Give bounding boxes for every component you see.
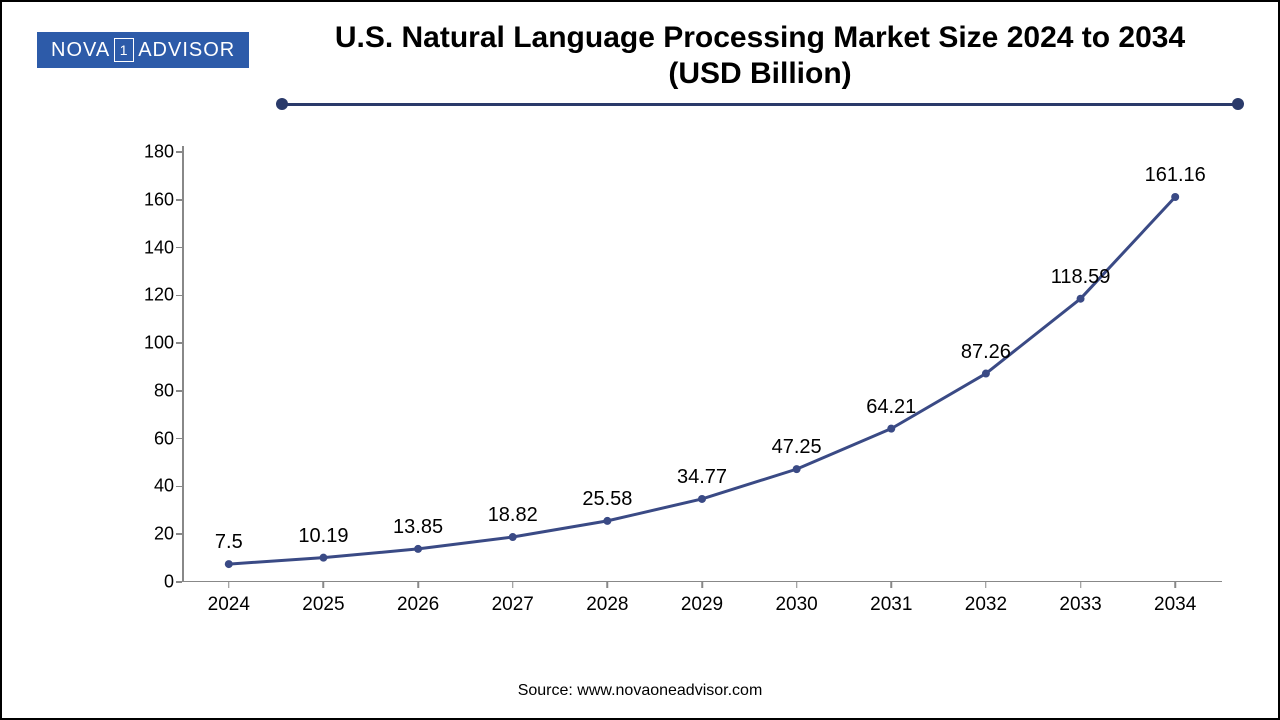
series-marker [509, 533, 517, 541]
title-block: U.S. Natural Language Processing Market … [282, 20, 1238, 110]
x-tick-mark [417, 582, 419, 588]
y-tick-mark [176, 295, 182, 297]
series-marker [887, 425, 895, 433]
source-attribution: Source: www.novaoneadvisor.com [2, 682, 1278, 700]
data-label: 118.59 [1051, 266, 1111, 289]
data-label: 87.26 [961, 341, 1011, 364]
logo-box-char: 1 [120, 43, 129, 57]
series-marker [319, 554, 327, 562]
x-tick-label: 2028 [586, 594, 628, 616]
data-label: 10.19 [298, 525, 348, 548]
x-tick-mark [1080, 582, 1082, 588]
x-tick-mark [512, 582, 514, 588]
x-tick-mark [607, 582, 609, 588]
data-label: 25.58 [582, 488, 632, 511]
series-marker [414, 545, 422, 553]
y-tick-label: 60 [132, 428, 174, 449]
y-tick-label: 20 [132, 524, 174, 545]
title-line-1: U.S. Natural Language Processing Market … [335, 21, 1185, 54]
x-tick-label: 2034 [1154, 594, 1196, 616]
title-line-2: (USD Billion) [668, 57, 851, 90]
y-tick-mark [176, 438, 182, 440]
y-tick-label: 40 [132, 476, 174, 497]
data-label: 34.77 [677, 466, 727, 489]
chart-frame: NOVA 1 ADVISOR U.S. Natural Language Pro… [0, 0, 1280, 720]
y-tick-mark [176, 581, 182, 583]
underline-dot-right [1232, 98, 1244, 110]
y-tick-mark [176, 533, 182, 535]
data-label: 64.21 [866, 396, 916, 419]
y-tick-mark [176, 247, 182, 249]
series-marker [225, 560, 233, 568]
y-tick-mark [176, 151, 182, 153]
brand-logo: NOVA 1 ADVISOR [37, 32, 249, 68]
data-label: 47.25 [772, 436, 822, 459]
logo-text-right: ADVISOR [138, 39, 235, 62]
data-label: 7.5 [215, 531, 243, 554]
y-tick-label: 140 [132, 237, 174, 258]
series-marker [1171, 193, 1179, 201]
line-series [182, 152, 1222, 582]
y-tick-label: 0 [132, 572, 174, 593]
data-label: 18.82 [488, 504, 538, 527]
x-tick-label: 2031 [870, 594, 912, 616]
x-tick-mark [796, 582, 798, 588]
series-marker [698, 495, 706, 503]
x-tick-mark [228, 582, 230, 588]
y-tick-mark [176, 199, 182, 201]
y-tick-mark [176, 342, 182, 344]
y-tick-mark [176, 390, 182, 392]
x-tick-label: 2030 [775, 594, 817, 616]
y-tick-label: 160 [132, 189, 174, 210]
x-tick-label: 2027 [492, 594, 534, 616]
title-underline [282, 98, 1238, 110]
logo-text-left: NOVA [51, 39, 110, 62]
x-tick-label: 2029 [681, 594, 723, 616]
y-tick-label: 120 [132, 285, 174, 306]
series-marker [982, 370, 990, 378]
y-tick-mark [176, 486, 182, 488]
series-line [229, 197, 1175, 564]
series-marker [603, 517, 611, 525]
x-tick-mark [1174, 582, 1176, 588]
x-tick-label: 2026 [397, 594, 439, 616]
y-tick-label: 100 [132, 333, 174, 354]
logo-box: 1 [114, 38, 134, 62]
y-tick-label: 80 [132, 380, 174, 401]
x-tick-mark [323, 582, 325, 588]
data-label: 161.16 [1145, 164, 1206, 187]
x-tick-label: 2033 [1059, 594, 1101, 616]
series-marker [1077, 295, 1085, 303]
x-tick-mark [985, 582, 987, 588]
data-label: 13.85 [393, 516, 443, 539]
x-tick-label: 2025 [302, 594, 344, 616]
x-tick-mark [891, 582, 893, 588]
x-tick-label: 2032 [965, 594, 1007, 616]
series-marker [793, 465, 801, 473]
x-tick-label: 2024 [208, 594, 250, 616]
x-tick-mark [701, 582, 703, 588]
underline-bar [282, 103, 1238, 106]
chart-area: 0 20 40 60 80 100 120 140 160 180 2024 2025 2026 2027… [102, 142, 1232, 622]
chart-title: U.S. Natural Language Processing Market … [282, 20, 1238, 92]
y-tick-label: 180 [132, 142, 174, 163]
plot-area: 0204060801001201401601802024202520262027… [182, 152, 1222, 582]
